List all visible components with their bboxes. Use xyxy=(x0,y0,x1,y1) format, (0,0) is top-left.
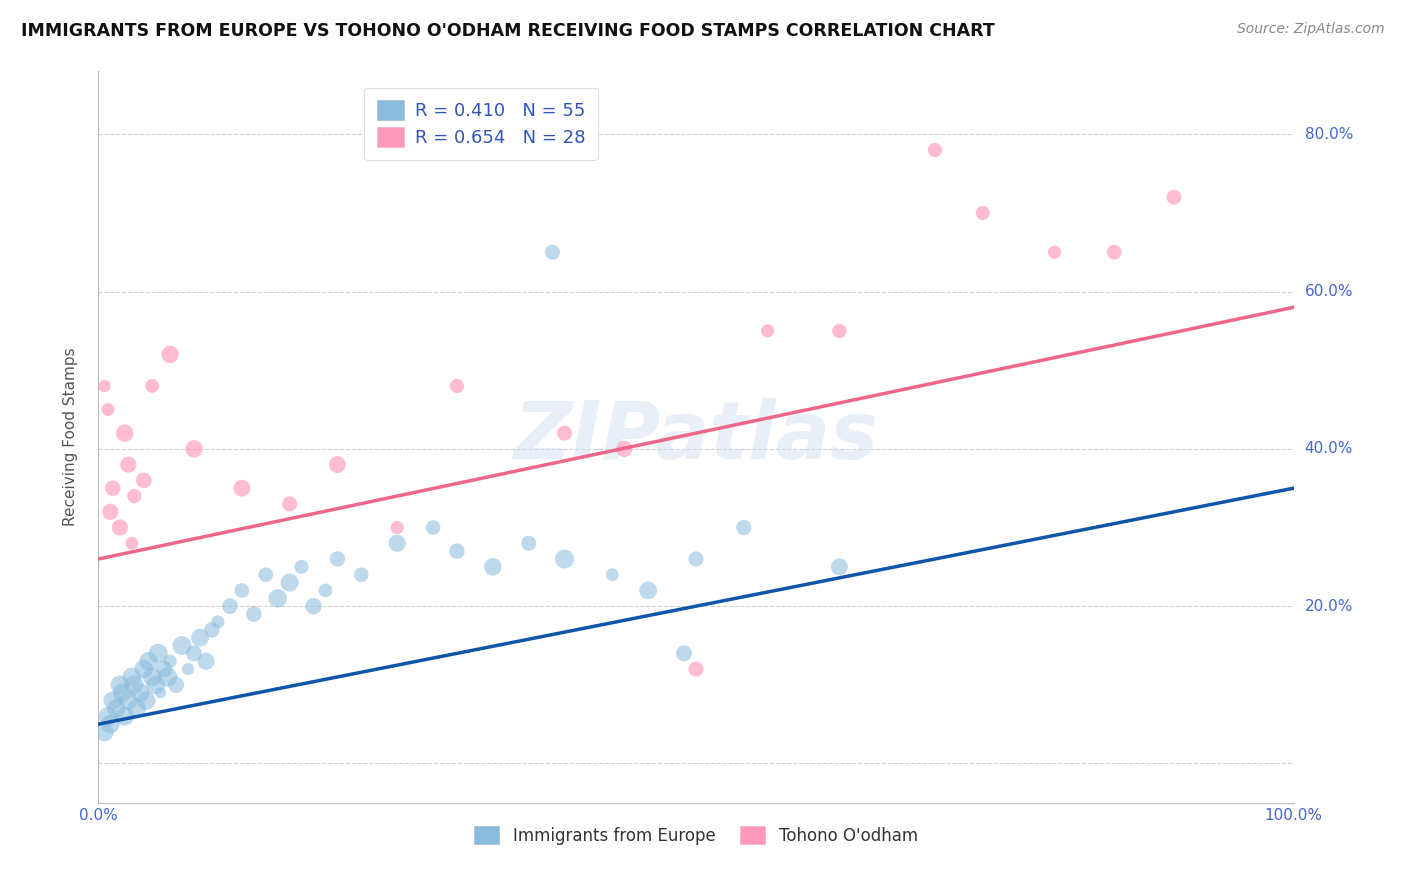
Point xyxy=(135,693,157,707)
Point xyxy=(129,686,152,700)
Text: ZIPatlas: ZIPatlas xyxy=(513,398,879,476)
Point xyxy=(291,559,314,574)
Point xyxy=(350,567,373,582)
Point xyxy=(446,379,468,393)
Point xyxy=(828,559,851,574)
Point xyxy=(108,520,131,534)
Point xyxy=(243,607,266,621)
Legend: Immigrants from Europe, Tohono O'odham: Immigrants from Europe, Tohono O'odham xyxy=(465,818,927,853)
Point xyxy=(733,520,755,534)
Point xyxy=(159,654,181,668)
Point xyxy=(1104,245,1126,260)
Point xyxy=(172,639,194,653)
Point xyxy=(254,567,277,582)
Point xyxy=(165,678,187,692)
Point xyxy=(101,481,124,495)
Text: IMMIGRANTS FROM EUROPE VS TOHONO O'ODHAM RECEIVING FOOD STAMPS CORRELATION CHART: IMMIGRANTS FROM EUROPE VS TOHONO O'ODHAM… xyxy=(21,22,995,40)
Point xyxy=(145,678,167,692)
Text: 60.0%: 60.0% xyxy=(1305,284,1353,299)
Point xyxy=(114,426,136,441)
Point xyxy=(121,536,143,550)
Point xyxy=(422,520,444,534)
Point xyxy=(108,678,131,692)
Point xyxy=(101,693,124,707)
Point xyxy=(685,662,707,676)
Point xyxy=(302,599,325,614)
Point xyxy=(97,709,120,723)
Text: 20.0%: 20.0% xyxy=(1305,599,1353,614)
Point xyxy=(111,686,134,700)
Point xyxy=(267,591,290,606)
Point xyxy=(315,583,337,598)
Point xyxy=(201,623,224,637)
Point xyxy=(326,458,349,472)
Point xyxy=(481,559,505,574)
Text: Source: ZipAtlas.com: Source: ZipAtlas.com xyxy=(1237,22,1385,37)
Point xyxy=(156,670,179,684)
Point xyxy=(446,544,468,558)
Point xyxy=(177,662,200,676)
Point xyxy=(1163,190,1185,204)
Point xyxy=(121,670,143,684)
Point xyxy=(97,402,120,417)
Point xyxy=(159,347,181,361)
Point xyxy=(554,552,576,566)
Point xyxy=(231,583,253,598)
Point xyxy=(828,324,851,338)
Point xyxy=(637,583,659,598)
Text: 40.0%: 40.0% xyxy=(1305,442,1353,457)
Point xyxy=(141,670,163,684)
Point xyxy=(613,442,636,456)
Point xyxy=(385,520,409,534)
Point xyxy=(93,379,115,393)
Point xyxy=(278,497,301,511)
Point xyxy=(756,324,779,338)
Text: 80.0%: 80.0% xyxy=(1305,127,1353,142)
Point xyxy=(554,426,576,441)
Y-axis label: Receiving Food Stamps: Receiving Food Stamps xyxy=(63,348,77,526)
Point xyxy=(93,725,115,739)
Point xyxy=(183,442,205,456)
Point xyxy=(149,686,172,700)
Point xyxy=(132,662,155,676)
Point xyxy=(148,646,170,660)
Point xyxy=(98,505,122,519)
Point xyxy=(1043,245,1066,260)
Point xyxy=(685,552,707,566)
Point xyxy=(183,646,205,660)
Point xyxy=(132,473,155,487)
Point xyxy=(385,536,409,550)
Point xyxy=(141,379,163,393)
Point xyxy=(541,245,564,260)
Point xyxy=(98,717,122,731)
Point xyxy=(972,206,994,220)
Point xyxy=(207,615,229,629)
Point xyxy=(125,701,148,715)
Point xyxy=(124,678,146,692)
Point xyxy=(153,662,176,676)
Point xyxy=(114,709,136,723)
Point xyxy=(602,567,624,582)
Point xyxy=(326,552,349,566)
Point xyxy=(117,458,139,472)
Point xyxy=(117,693,139,707)
Point xyxy=(278,575,301,590)
Point xyxy=(673,646,696,660)
Point xyxy=(517,536,540,550)
Point xyxy=(138,654,160,668)
Point xyxy=(124,489,146,503)
Point xyxy=(231,481,253,495)
Point xyxy=(105,701,128,715)
Point xyxy=(188,631,211,645)
Point xyxy=(924,143,946,157)
Point xyxy=(195,654,218,668)
Point xyxy=(219,599,242,614)
